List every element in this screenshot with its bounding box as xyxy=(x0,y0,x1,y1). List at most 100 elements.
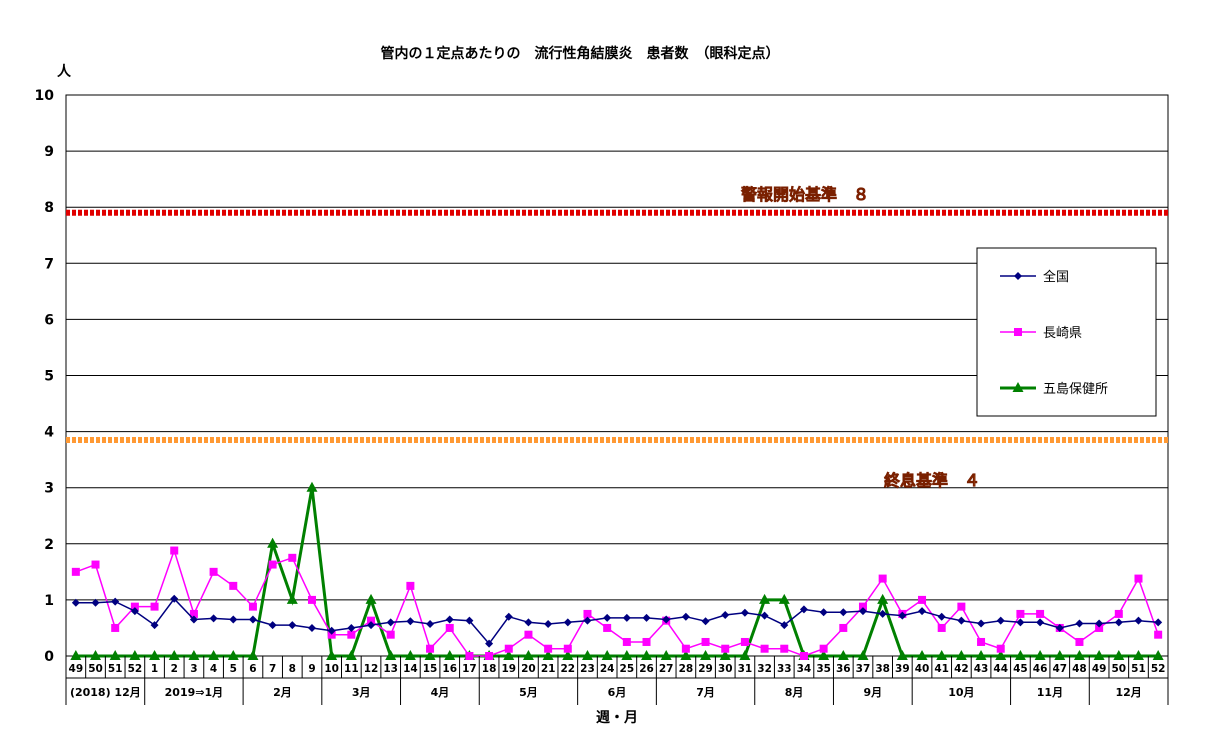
data-point xyxy=(740,608,749,617)
month-label: 8月 xyxy=(785,686,804,699)
data-point xyxy=(326,650,338,660)
data-point xyxy=(819,644,828,653)
x-axis: 49 50 51 52 1 2 3 4 5 6 7 8 9 10 11 12 13 14 15 16 17 18 19 20 2… xyxy=(65,656,1169,705)
data-point xyxy=(975,650,987,660)
week-label: 5 xyxy=(230,663,237,675)
week-label: 29 xyxy=(698,663,713,675)
data-point xyxy=(622,613,631,622)
data-point xyxy=(170,546,179,555)
week-label: 8 xyxy=(289,663,296,675)
data-point xyxy=(544,644,553,653)
week-label: 32 xyxy=(757,663,772,675)
week-label: 31 xyxy=(738,663,753,675)
week-label: 22 xyxy=(560,663,575,675)
data-point xyxy=(170,594,179,603)
data-point xyxy=(916,650,928,660)
data-point xyxy=(995,650,1007,660)
data-point xyxy=(1034,650,1046,660)
data-point xyxy=(957,602,966,611)
data-point xyxy=(936,650,948,660)
data-point xyxy=(799,652,808,660)
data-point xyxy=(485,652,494,660)
y-tick-label: 8 xyxy=(44,200,54,216)
week-label: 52 xyxy=(1151,663,1166,675)
week-label: 34 xyxy=(797,663,812,675)
data-point xyxy=(1154,630,1163,639)
y-tick-label: 4 xyxy=(44,425,54,441)
data-point xyxy=(562,650,574,660)
week-label: 48 xyxy=(1072,663,1087,675)
week-label: 6 xyxy=(249,663,256,675)
data-point xyxy=(1054,650,1066,660)
data-point xyxy=(1152,650,1164,660)
week-label: 24 xyxy=(600,663,615,675)
data-point xyxy=(1073,650,1085,660)
data-point xyxy=(109,650,121,660)
data-point xyxy=(642,637,651,646)
month-label: 10月 xyxy=(948,686,974,699)
legend-label: 長崎県 xyxy=(1043,326,1082,341)
data-point xyxy=(780,621,789,630)
data-point xyxy=(700,650,712,660)
week-label: 26 xyxy=(639,663,654,675)
week-label: 33 xyxy=(777,663,792,675)
data-point xyxy=(1036,609,1045,618)
data-point xyxy=(719,650,731,660)
data-point xyxy=(1012,382,1024,392)
data-point xyxy=(641,650,653,660)
month-label: 3月 xyxy=(352,686,371,699)
data-point xyxy=(406,617,415,626)
y-axis-unit: 人 xyxy=(57,63,72,80)
week-label: 49 xyxy=(69,663,84,675)
week-label: 50 xyxy=(88,663,103,675)
data-point xyxy=(286,593,298,604)
data-point xyxy=(721,644,730,653)
data-point xyxy=(445,615,454,624)
data-point xyxy=(426,644,435,653)
data-point xyxy=(839,623,848,632)
data-point xyxy=(71,598,80,607)
data-point xyxy=(386,618,395,627)
data-point xyxy=(347,623,356,632)
data-point xyxy=(504,644,513,653)
data-point xyxy=(188,650,200,660)
data-point xyxy=(1134,574,1143,583)
data-point xyxy=(327,626,336,635)
data-point xyxy=(1113,650,1125,660)
data-point xyxy=(896,650,908,660)
reference-line-label: 終息基準 ４ xyxy=(884,471,980,490)
week-label: 20 xyxy=(521,663,536,675)
month-label: 2月 xyxy=(273,686,292,699)
data-point xyxy=(996,616,1005,625)
data-point xyxy=(229,581,238,590)
week-label: 17 xyxy=(462,663,477,675)
data-point xyxy=(130,602,139,611)
data-point xyxy=(877,593,889,604)
data-point xyxy=(878,609,887,618)
data-point xyxy=(1016,618,1025,627)
week-label: 1 xyxy=(151,663,158,675)
data-point xyxy=(603,623,612,632)
data-point xyxy=(445,623,454,632)
y-tick-label: 9 xyxy=(44,144,54,160)
data-point xyxy=(918,595,927,604)
data-point xyxy=(937,612,946,621)
data-point xyxy=(111,597,120,606)
legend-label: 全国 xyxy=(1043,269,1069,285)
week-label: 47 xyxy=(1052,663,1067,675)
week-label: 46 xyxy=(1033,663,1048,675)
data-point xyxy=(740,637,749,646)
y-tick-label: 10 xyxy=(35,88,55,104)
data-point xyxy=(288,621,297,630)
legend-label: 五島保健所 xyxy=(1043,382,1108,397)
data-point xyxy=(760,611,769,620)
data-point xyxy=(524,630,533,639)
data-point xyxy=(91,560,100,569)
week-label: 28 xyxy=(679,663,694,675)
data-point xyxy=(857,650,869,660)
y-tick-label: 1 xyxy=(44,593,54,609)
y-tick-label: 5 xyxy=(44,369,54,385)
week-label: 37 xyxy=(856,663,871,675)
